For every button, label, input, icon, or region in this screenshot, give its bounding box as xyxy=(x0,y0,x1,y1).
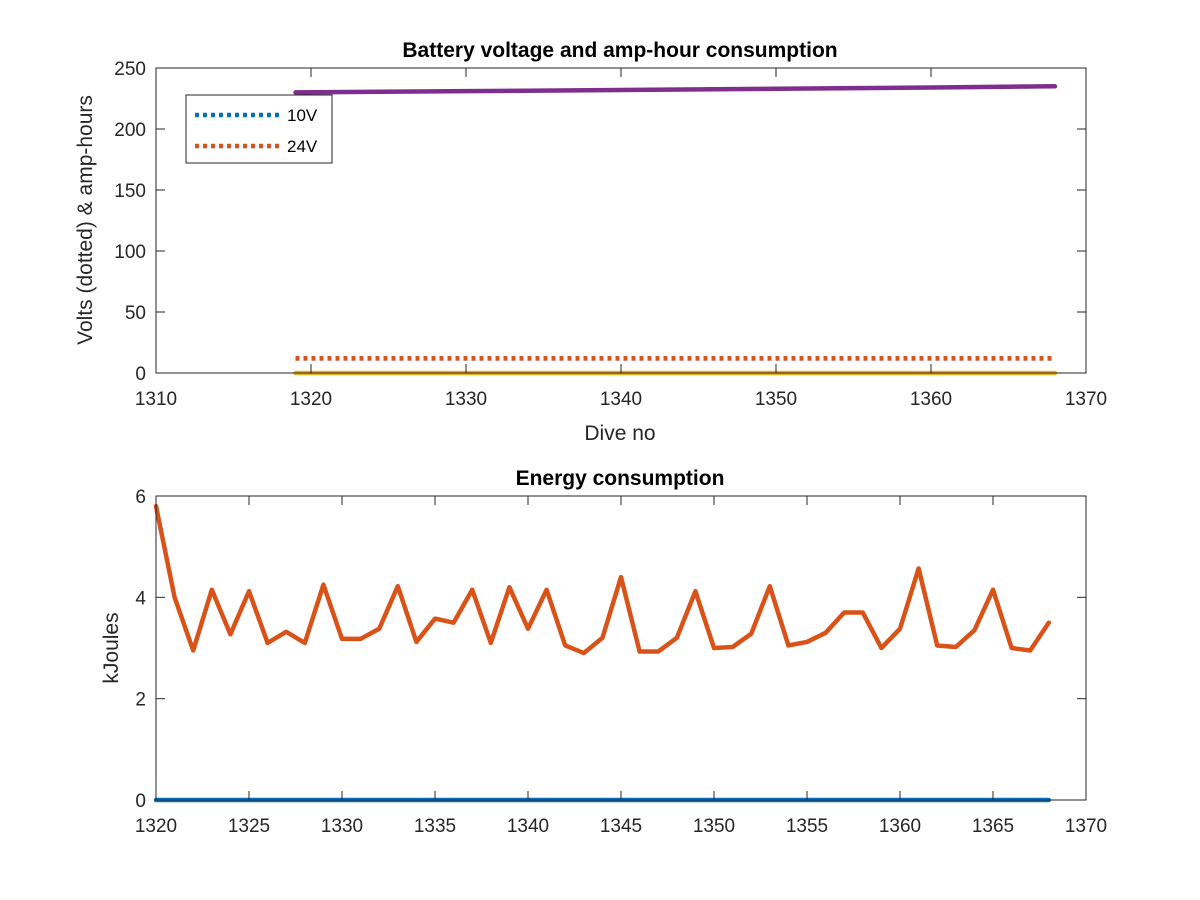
voltage-y-tick-label: 50 xyxy=(125,303,146,324)
voltage-y-tick-label: 100 xyxy=(114,242,146,263)
energy-x-tick-label: 1360 xyxy=(879,816,921,837)
voltage-x-tick-label: 1310 xyxy=(135,389,177,410)
energy-x-tick-label: 1340 xyxy=(507,816,549,837)
voltage-x-tick-label: 1350 xyxy=(755,389,797,410)
voltage-x-tick-label: 1360 xyxy=(910,389,952,410)
legend-label-24v: 24V xyxy=(287,137,318,156)
voltage-y-tick-label: 200 xyxy=(114,120,146,141)
energy-x-tick-label: 1370 xyxy=(1065,816,1107,837)
energy-x-tick-label: 1330 xyxy=(321,816,363,837)
voltage-x-tick-label: 1330 xyxy=(445,389,487,410)
legend-label-10v: 10V xyxy=(287,106,318,125)
energy-x-tick-label: 1355 xyxy=(786,816,828,837)
energy-series-line-1 xyxy=(153,503,1052,656)
voltage-y-tick-label: 150 xyxy=(114,181,146,202)
energy-x-tick-label: 1350 xyxy=(693,816,735,837)
energy-x-tick-label: 1345 xyxy=(600,816,642,837)
energy-chart-title: Energy consumption xyxy=(516,467,725,490)
energy-x-tick-label: 1365 xyxy=(972,816,1014,837)
voltage-chart-title: Battery voltage and amp-hour consumption xyxy=(402,39,837,62)
voltage-y-axis-label: Volts (dotted) & amp-hours xyxy=(74,95,97,345)
voltage-axes: Battery voltage and amp-hour consumption… xyxy=(74,39,1107,445)
energy-y-tick-label: 2 xyxy=(135,690,146,711)
energy-x-tick-label: 1325 xyxy=(228,816,270,837)
voltage-x-tick-label: 1320 xyxy=(290,389,332,410)
energy-y-tick-label: 0 xyxy=(135,791,146,812)
voltage-series-line-3 xyxy=(293,84,1058,95)
energy-ticks: 1320 1325 1330 1335 1340 1345 1350 1355 1360 1365… xyxy=(135,487,1107,837)
energy-x-tick-label: 1335 xyxy=(414,816,456,837)
energy-y-tick-label: 6 xyxy=(135,487,146,508)
voltage-legend: 10V 24V xyxy=(185,94,333,164)
voltage-x-tick-label: 1370 xyxy=(1065,389,1107,410)
legend-box xyxy=(185,94,333,164)
voltage-x-tick-label: 1340 xyxy=(600,389,642,410)
energy-x-tick-label: 1320 xyxy=(135,816,177,837)
energy-y-axis-label: kJoules xyxy=(100,612,123,683)
voltage-ticks: 1310 1320 1330 1340 1350 1360 1370 0 50 100 150 200… xyxy=(114,59,1107,410)
voltage-x-axis-label: Dive no xyxy=(584,422,655,445)
voltage-y-tick-label: 0 xyxy=(135,364,146,385)
energy-y-tick-label: 4 xyxy=(135,588,146,609)
energy-axes: Energy consumption kJoules 1320 1325 1330 1… xyxy=(100,467,1107,837)
voltage-y-tick-label: 250 xyxy=(114,59,146,80)
